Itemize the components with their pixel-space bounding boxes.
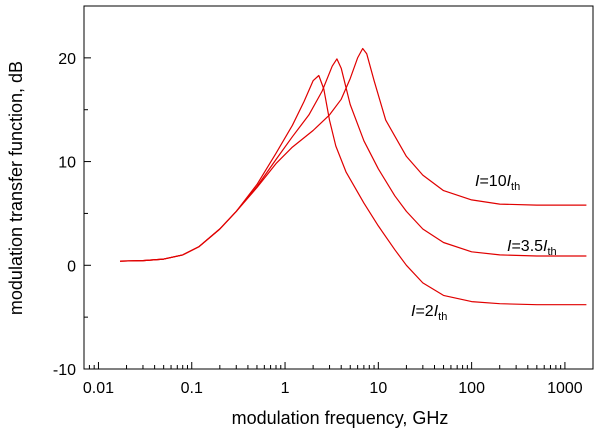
x-tick-label: 1000	[547, 380, 583, 397]
series-label-value: =10	[479, 173, 506, 190]
x-axis-title: modulation frequency, GHz	[232, 408, 449, 428]
series-lines	[119, 47, 587, 306]
plot-frame	[83, 5, 594, 370]
plot-border	[83, 5, 594, 370]
y-tick-label: 10	[58, 155, 76, 172]
x-tick-label: 1	[281, 380, 290, 397]
series-label-subscript: th	[438, 311, 447, 323]
series-label-symbol: I	[543, 238, 548, 255]
series-label-symbol: I	[475, 173, 480, 190]
x-tick-label: 10	[369, 380, 387, 397]
x-tick-label: 0.01	[83, 380, 114, 397]
series-label-subscript: th	[548, 246, 557, 258]
series-label-symbol: I	[507, 173, 512, 190]
series-label-symbol: I	[507, 238, 512, 255]
series-label-symbol: I	[411, 303, 416, 320]
series-label-10ith: I=10Ith	[475, 173, 520, 193]
series-label-subscript: th	[511, 181, 520, 193]
series-label-3-5ith: I=3.5Ith	[507, 238, 557, 258]
y-tick-label: 20	[58, 51, 76, 68]
x-tick-label: 0.1	[181, 380, 203, 397]
y-tick-label: 0	[67, 258, 76, 275]
series-label-symbol: I	[434, 303, 439, 320]
series-label-value: =3.5	[511, 238, 543, 255]
series-label-value: =2	[415, 303, 433, 320]
series-label-2ith: I=2Ith	[411, 303, 447, 323]
y-tick-label: -10	[53, 362, 76, 379]
x-tick-label: 100	[458, 380, 485, 397]
y-axis-title: modulation transfer function, dB	[6, 61, 26, 315]
series-line-2	[119, 47, 587, 262]
y-axis: -10 0 10 20	[53, 5, 91, 379]
x-axis: 0.01 0.1 1 10 100 1000	[83, 362, 594, 397]
series-line-1	[119, 58, 587, 262]
